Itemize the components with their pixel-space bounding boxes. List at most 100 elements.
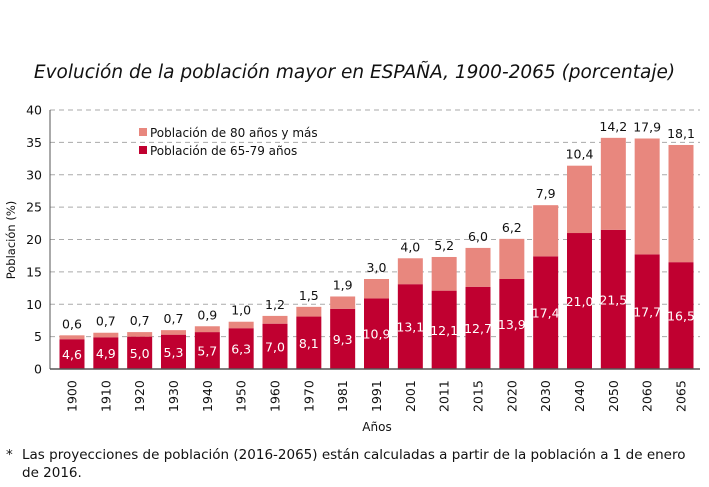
y-tick-label: 35 xyxy=(26,135,42,150)
x-tick-label: 2015 xyxy=(471,380,486,412)
x-tick-label: 2001 xyxy=(403,380,418,412)
y-tick-label: 15 xyxy=(26,264,42,279)
bar-80-plus xyxy=(228,321,254,329)
bar-80-plus xyxy=(431,256,457,291)
y-tick-label: 20 xyxy=(26,232,42,247)
bar-65-79 xyxy=(262,323,288,369)
x-tick-label: 2011 xyxy=(437,380,452,412)
data-label-65-79: 17,7 xyxy=(633,305,661,320)
data-label-80-plus: 0,6 xyxy=(62,316,82,331)
bar-80-plus xyxy=(533,205,559,257)
bar-65-79 xyxy=(127,336,153,369)
bar-65-79 xyxy=(567,233,592,369)
legend-label-65-79: Población de 65-79 años xyxy=(150,144,297,158)
bar-65-79 xyxy=(668,262,694,369)
bar-80-plus xyxy=(93,332,119,338)
data-label-65-79: 13,9 xyxy=(498,317,526,332)
data-label-80-plus: 0,9 xyxy=(197,307,217,322)
x-tick-label: 2020 xyxy=(504,380,519,412)
legend-swatch-80-plus xyxy=(139,128,147,136)
bar-65-79 xyxy=(533,256,559,369)
data-label-65-79: 21,5 xyxy=(599,292,627,307)
data-label-80-plus: 3,0 xyxy=(367,260,387,275)
data-label-65-79: 5,0 xyxy=(130,346,150,361)
x-tick-label: 2065 xyxy=(674,380,689,412)
y-axis-label: Población (%) xyxy=(4,201,18,280)
bar-80-plus xyxy=(296,306,322,317)
y-tick-label: 30 xyxy=(26,167,42,182)
x-tick-label: 2060 xyxy=(640,380,655,412)
x-tick-label: 1981 xyxy=(335,380,350,412)
bar-65-79 xyxy=(465,286,491,369)
data-label-80-plus: 10,4 xyxy=(566,147,594,162)
bar-65-79 xyxy=(397,284,423,369)
bar-65-79 xyxy=(330,308,356,369)
data-label-65-79: 6,3 xyxy=(231,342,251,357)
x-tick-label: 2050 xyxy=(606,380,621,412)
data-label-65-79: 12,1 xyxy=(430,323,458,338)
bar-65-79 xyxy=(634,254,660,369)
footnote: * Las proyecciones de población (2016-20… xyxy=(6,446,706,482)
bar-65-79 xyxy=(296,316,322,369)
data-label-65-79: 16,5 xyxy=(667,309,695,324)
bar-80-plus xyxy=(262,315,288,324)
bar-80-plus xyxy=(567,165,592,234)
data-label-80-plus: 1,9 xyxy=(333,277,353,292)
footnote-text: Las proyecciones de población (2016-2065… xyxy=(22,447,686,481)
bar-65-79 xyxy=(364,298,389,369)
bar-80-plus xyxy=(465,247,491,287)
data-label-65-79: 12,7 xyxy=(464,321,492,336)
data-label-80-plus: 6,0 xyxy=(468,229,488,244)
data-label-80-plus: 1,2 xyxy=(265,297,285,312)
x-tick-label: 1960 xyxy=(268,380,283,412)
bar-80-plus xyxy=(330,296,356,309)
x-tick-label: 1920 xyxy=(132,380,147,412)
x-tick-label: 1910 xyxy=(98,380,113,412)
bar-65-79 xyxy=(499,278,525,369)
data-label-65-79: 5,3 xyxy=(164,345,184,360)
y-tick-label: 40 xyxy=(26,103,42,118)
stacked-bar-chart: 0 5 10 15 20 25 30 35 40 4,6 0,6 1900 4,9 0,7 1910 5,0 0… xyxy=(4,103,700,434)
x-tick-label: 2040 xyxy=(572,380,587,412)
legend-label-80-plus: Población de 80 años y más xyxy=(150,126,318,140)
data-label-80-plus: 7,9 xyxy=(536,186,556,201)
bar-80-plus xyxy=(499,238,525,279)
bar-80-plus xyxy=(397,258,423,285)
x-tick-label: 1930 xyxy=(166,380,181,412)
data-label-80-plus: 0,7 xyxy=(96,314,116,329)
y-tick-label: 25 xyxy=(26,200,42,215)
bar-65-79 xyxy=(161,334,186,369)
bar-65-79 xyxy=(194,332,220,369)
bar-65-79 xyxy=(93,337,119,369)
legend-swatch-65-79 xyxy=(139,146,147,154)
data-label-65-79: 4,9 xyxy=(96,346,116,361)
y-tick-label: 10 xyxy=(26,297,42,312)
data-label-65-79: 9,3 xyxy=(333,332,353,347)
data-label-80-plus: 0,7 xyxy=(164,311,184,326)
bar-80-plus xyxy=(161,330,186,335)
bar-80-plus xyxy=(600,137,626,230)
x-tick-label: 1991 xyxy=(369,380,384,412)
data-label-80-plus: 4,0 xyxy=(400,239,420,254)
y-tick-label: 5 xyxy=(34,329,42,344)
data-label-80-plus: 1,5 xyxy=(299,288,319,303)
bar-80-plus xyxy=(668,144,694,263)
data-label-65-79: 13,1 xyxy=(396,320,424,335)
data-label-80-plus: 6,2 xyxy=(502,220,522,235)
bar-80-plus xyxy=(59,335,85,340)
data-label-65-79: 5,7 xyxy=(197,344,217,359)
chart-title: Evolución de la población mayor en ESPAÑ… xyxy=(33,62,676,83)
bar-80-plus xyxy=(364,278,389,299)
bar-80-plus xyxy=(127,332,153,337)
data-label-80-plus: 14,2 xyxy=(599,119,627,134)
bar-65-79 xyxy=(59,339,85,369)
x-tick-label: 1900 xyxy=(65,380,80,412)
bar-65-79 xyxy=(431,290,457,369)
data-label-65-79: 7,0 xyxy=(265,339,285,354)
data-label-80-plus: 17,9 xyxy=(633,119,661,134)
x-tick-label: 2030 xyxy=(538,380,553,412)
bar-80-plus xyxy=(194,326,220,333)
x-tick-label: 1940 xyxy=(200,380,215,412)
data-label-80-plus: 5,2 xyxy=(434,238,454,253)
data-label-80-plus: 18,1 xyxy=(667,126,695,141)
